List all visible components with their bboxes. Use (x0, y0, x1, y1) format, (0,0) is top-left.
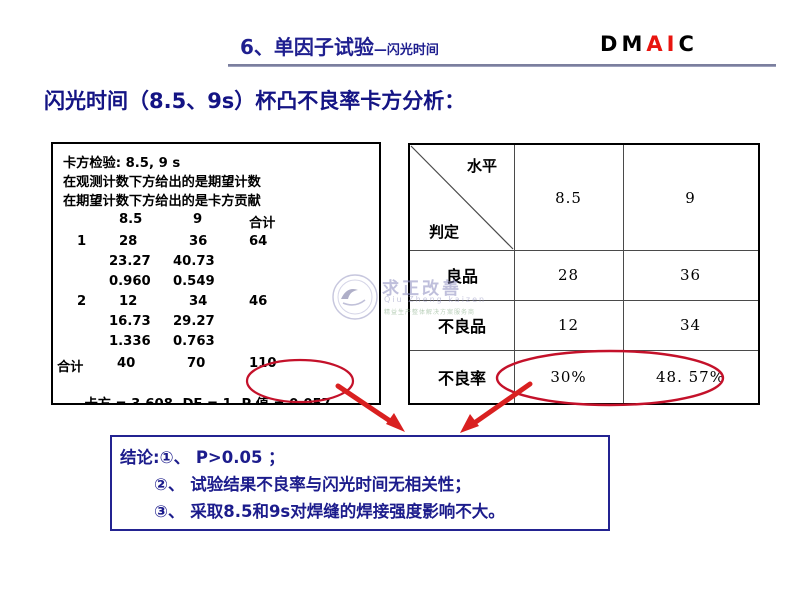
conclusion-line-1: 结论:①、 P>0.05 ； (120, 448, 285, 467)
minitab-colhead-85: 8.5 (119, 212, 143, 227)
minitab-row1-exp-9: 40.73 (173, 254, 215, 269)
minitab-totals-label: 合计 (57, 360, 84, 375)
minitab-row2-contrib-9: 0.763 (173, 334, 215, 349)
dmaic-letter-d: D (600, 32, 622, 56)
table-corner-bottom-label: 判定 (428, 222, 459, 241)
minitab-totals-all: 110 (249, 356, 277, 371)
table-cell-defect-9: 34 (679, 316, 702, 334)
minitab-line-2: 在观测计数下方给出的是期望计数 (63, 175, 261, 190)
table-col-header-9: 9 (685, 189, 696, 207)
table-vline-1 (514, 145, 515, 403)
minitab-row1-contrib-9: 0.549 (173, 274, 215, 289)
minitab-pvalue: P 值 = 0.057 (241, 397, 331, 405)
minitab-row2-contrib-85: 1.336 (109, 334, 151, 349)
table-cell-rate-85: 30% (550, 367, 587, 386)
minitab-row2-exp-85: 16.73 (109, 314, 151, 329)
table-row-label-good: 良品 (445, 267, 478, 286)
table-cell-good-85: 28 (557, 266, 580, 284)
table-cell-good-9: 36 (679, 266, 702, 284)
table-row-label-defect-rate: 不良率 (437, 368, 486, 388)
table-hline-2 (410, 300, 758, 301)
minitab-colhead-total: 合计 (249, 216, 276, 231)
minitab-row2-exp-9: 29.27 (173, 314, 215, 329)
table-corner-top-label: 水平 (466, 156, 497, 175)
minitab-row1-exp-85: 23.27 (109, 254, 151, 269)
minitab-row1-total: 64 (249, 234, 268, 249)
minitab-row2-total: 46 (249, 294, 268, 309)
page-title: 闪光时间（8.5、9s）杯凸不良率卡方分析： (44, 89, 466, 113)
header-divider-rule (228, 64, 776, 67)
dmaic-indicator: DMAIC (600, 32, 698, 56)
watermark-text: 求正改善 (382, 279, 462, 299)
header-title: 6、单因子试验—闪光时间 (240, 31, 439, 60)
minitab-row2-obs-85: 12 (119, 294, 138, 309)
watermark-tagline: 精益生产整体解决方案服务商 (384, 309, 476, 316)
conclusion-box: 结论:①、 P>0.05 ； ②、 试验结果不良率与闪光时间无相关性； ③、 采… (110, 435, 610, 531)
minitab-stat-prefix: 卡方 = 3.608, DF = 1, (84, 397, 242, 405)
table-cell-defect-85: 12 (557, 316, 580, 334)
dmaic-letter-m: M (621, 32, 647, 56)
watermark-pinyin: Qiu Zheng kaizen (384, 295, 487, 304)
minitab-row2-label: 2 (77, 294, 87, 309)
table-row-label-defect: 不良品 (437, 317, 486, 336)
minitab-line-1: 卡方检验: 8.5, 9 s (63, 156, 181, 171)
table-hline-1 (410, 250, 758, 251)
table-cell-rate-9: 48. 57% (656, 367, 725, 386)
minitab-output-box: 卡方检验: 8.5, 9 s 在观测计数下方给出的是期望计数 在期望计数下方给出… (51, 142, 381, 405)
dmaic-letter-a: A (646, 32, 667, 56)
table-vline-2 (623, 145, 624, 403)
dmaic-letter-c: C (678, 32, 698, 56)
minitab-line-3: 在期望计数下方给出的是卡方贡献 (63, 194, 261, 209)
minitab-totals-85: 40 (117, 356, 136, 371)
table-col-header-85: 8.5 (555, 189, 582, 207)
conclusion-line-2: ②、 试验结果不良率与闪光时间无相关性； (154, 475, 471, 494)
header-title-sub: —闪光时间 (373, 43, 439, 58)
conclusion-line-3: ③、 采取8.5和9s对焊缝的焊接强度影响不大。 (154, 502, 505, 521)
minitab-row1-label: 1 (77, 234, 87, 249)
header-section-number: 6、 (240, 35, 274, 59)
dmaic-letter-i: I (666, 32, 679, 56)
minitab-row1-contrib-85: 0.960 (109, 274, 151, 289)
minitab-row1-obs-9: 36 (189, 234, 208, 249)
minitab-colhead-9: 9 (193, 212, 203, 227)
minitab-row1-obs-85: 28 (119, 234, 138, 249)
minitab-row2-obs-9: 34 (189, 294, 208, 309)
minitab-totals-9: 70 (187, 356, 206, 371)
header-title-main: 单因子试验 (273, 35, 374, 59)
minitab-stat-line: 卡方 = 3.608, DF = 1, P 值 = 0.057 (57, 378, 331, 405)
watermark-logo: 求正改善 Qiu Zheng kaizen 精益生产整体解决方案服务商 (330, 272, 498, 330)
watermark-seal-icon (332, 274, 378, 320)
